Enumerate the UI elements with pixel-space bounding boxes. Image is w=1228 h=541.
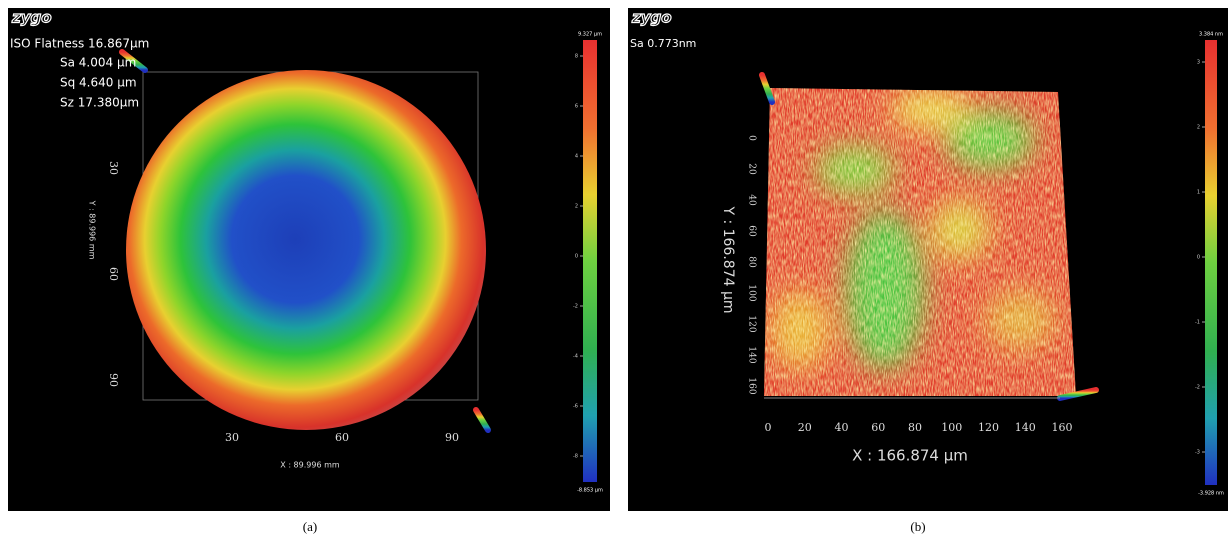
x-tick-label: 140: [1015, 421, 1036, 434]
measurement: Sz 17.380µm: [60, 96, 139, 110]
x-tick-label: 160: [1052, 421, 1073, 434]
colorbar-tick-label: 2: [575, 204, 578, 210]
y-tick-label: 40: [747, 194, 757, 206]
colorbar-tick-label: 4: [575, 154, 578, 160]
logo: zygo: [11, 9, 52, 27]
colorbar-tick-label: 8: [575, 54, 578, 60]
x-tick-label: 90: [445, 431, 459, 444]
x-tick-label: 80: [908, 421, 922, 434]
page: zygo ISO Flatness 16.867µm Sa 4.004 µm Sq 4…: [0, 0, 1228, 541]
colorbar-tick-label: -3: [1195, 450, 1200, 456]
colorbar-tick-label: -4: [573, 354, 578, 360]
x-tick-label: 60: [335, 431, 349, 444]
colorbar-max: 3.384 nm: [1199, 32, 1223, 38]
y-axis-label: Y : 89.996 mm: [88, 200, 97, 260]
caption: (a): [303, 519, 317, 534]
colorbar-tick-label: 2: [1197, 125, 1200, 131]
colorbar-tick-label: 0: [1197, 255, 1200, 261]
figure: zygo ISO Flatness 16.867µm Sa 4.004 µm Sq 4…: [0, 0, 1228, 541]
x-axis-label: X : 166.874 µm: [852, 447, 968, 465]
caption: (b): [910, 519, 925, 534]
measurement: ISO Flatness 16.867µm: [10, 37, 149, 51]
y-tick-label: 60: [747, 225, 757, 237]
x-tick-label: 100: [941, 421, 962, 434]
x-axis-label: X : 89.996 mm: [280, 461, 340, 470]
colorbar-tick-label: 0: [575, 254, 578, 260]
y-tick-label: 120: [747, 315, 757, 332]
colorbar-tick-label: -6: [573, 404, 578, 410]
x-tick-label: 40: [835, 421, 849, 434]
colorbar-min: -8.853 µm: [577, 488, 603, 494]
colorbar-tick-label: -2: [573, 304, 578, 310]
y-tick-label: 0: [747, 135, 757, 141]
y-tick-label: 20: [747, 163, 757, 175]
x-tick-label: 0: [765, 421, 772, 434]
x-tick-label: 20: [798, 421, 812, 434]
measurement: Sq 4.640 µm: [60, 76, 137, 90]
colorbar-tick-label: -2: [1195, 385, 1200, 391]
y-tick-label: 80: [747, 256, 757, 268]
colorbar-tick-label: 1: [1197, 190, 1200, 196]
logo: zygo: [631, 9, 672, 27]
colorbar-min: -3.928 nm: [1198, 491, 1224, 497]
y-tick-label: 30: [107, 161, 120, 175]
colorbar-tick-label: 6: [575, 104, 578, 110]
x-tick-label: 60: [871, 421, 885, 434]
y-axis-label: Y : 166.874 µm: [720, 205, 736, 313]
measurement: Sa 0.773nm: [630, 37, 696, 50]
y-tick-label: 60: [107, 267, 120, 281]
colorbar-tick-label: 3: [1197, 60, 1200, 66]
colorbar: [583, 40, 597, 482]
y-tick-label: 140: [747, 346, 757, 363]
surface-map: [760, 85, 1080, 400]
y-tick-label: 100: [747, 284, 757, 301]
measurement: Sa 4.004 µm: [60, 56, 136, 70]
flatness-map: [126, 70, 486, 430]
colorbar-tick-label: -8: [573, 454, 578, 460]
x-tick-label: 30: [225, 431, 239, 444]
colorbar-max: 9.327 µm: [578, 32, 602, 38]
y-tick-label: 90: [107, 373, 120, 387]
x-tick-label: 120: [978, 421, 999, 434]
y-tick-label: 160: [747, 377, 757, 394]
colorbar: [1205, 40, 1217, 485]
colorbar-tick-label: -1: [1195, 320, 1200, 326]
